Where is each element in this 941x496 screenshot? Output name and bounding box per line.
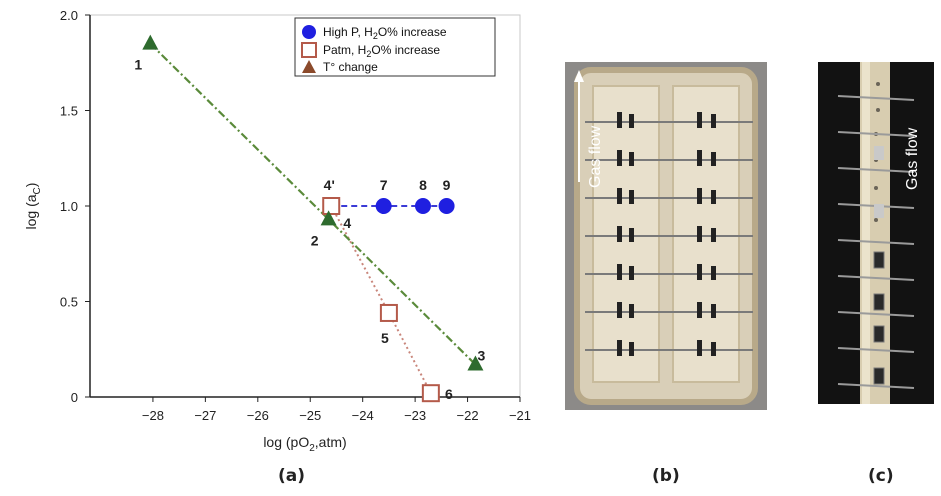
y-tick-label: 0.5 xyxy=(60,295,78,310)
y-tick-label: 0 xyxy=(71,390,78,405)
point-label: 8 xyxy=(419,177,427,193)
gas-flow-label-c: Gas flow xyxy=(904,127,921,190)
data-point-temp xyxy=(320,210,337,226)
x-tick-label: −25 xyxy=(299,408,321,423)
point-label: 7 xyxy=(380,177,388,193)
y-axis-title: log (aC) xyxy=(23,183,43,230)
panel-label-c: (c) xyxy=(868,466,894,486)
legend-marker-triangle xyxy=(302,60,316,73)
y-tick-label: 1.5 xyxy=(60,104,78,119)
y-tick-label: 1.0 xyxy=(60,199,78,214)
point-label: 6 xyxy=(445,386,453,402)
panel-label-b: (b) xyxy=(652,466,680,486)
photo-b-illustration xyxy=(565,62,767,410)
photo-sample-holder: Gas flow xyxy=(565,62,767,410)
panel-label-a: (a) xyxy=(278,466,306,486)
plot-area: −28 −27 −26 −25 −24 −23 −22 −21 0 0.5 1.0 1.5 2.0 log… xyxy=(23,8,531,454)
x-tick-label: −23 xyxy=(404,408,426,423)
x-tick-label: −22 xyxy=(457,408,479,423)
point-label: 5 xyxy=(381,330,389,346)
photo-c-illustration xyxy=(818,62,934,404)
data-point-patm xyxy=(421,384,440,403)
x-tick-label: −21 xyxy=(509,408,531,423)
legend-entry-text: Patm, H2O% increase xyxy=(323,43,440,59)
point-label: 9 xyxy=(443,177,451,193)
x-tick-label: −28 xyxy=(142,408,164,423)
legend-entry-text: T° change xyxy=(323,60,378,74)
x-axis-title: log (pO2,atm) xyxy=(263,434,346,454)
y-tick-label: 2.0 xyxy=(60,8,78,23)
point-label: 3 xyxy=(478,348,486,364)
data-point-temp xyxy=(142,34,159,50)
x-tick-label: −24 xyxy=(352,408,374,423)
point-label: 1 xyxy=(134,57,142,73)
data-point-patm xyxy=(379,303,398,322)
point-label: 4 xyxy=(343,215,351,231)
gas-flow-label-b: Gas flow xyxy=(587,125,604,188)
legend-marker-square xyxy=(301,42,317,58)
legend-entry-text: High P, H2O% increase xyxy=(323,25,447,41)
x-tick-label: −26 xyxy=(247,408,269,423)
x-tick-label: −27 xyxy=(194,408,216,423)
point-label: 2 xyxy=(311,232,319,248)
point-label: 4' xyxy=(324,177,335,193)
data-point-high-p xyxy=(375,198,392,214)
legend-marker-circle xyxy=(302,25,316,39)
legend-box xyxy=(294,17,496,77)
photo-rod-holder: Gas flow xyxy=(818,62,934,404)
data-point-high-p xyxy=(414,198,431,214)
data-point-patm xyxy=(322,197,341,215)
data-point-high-p xyxy=(438,198,455,214)
series-line-2 xyxy=(149,42,477,366)
data-point-temp xyxy=(467,355,484,371)
